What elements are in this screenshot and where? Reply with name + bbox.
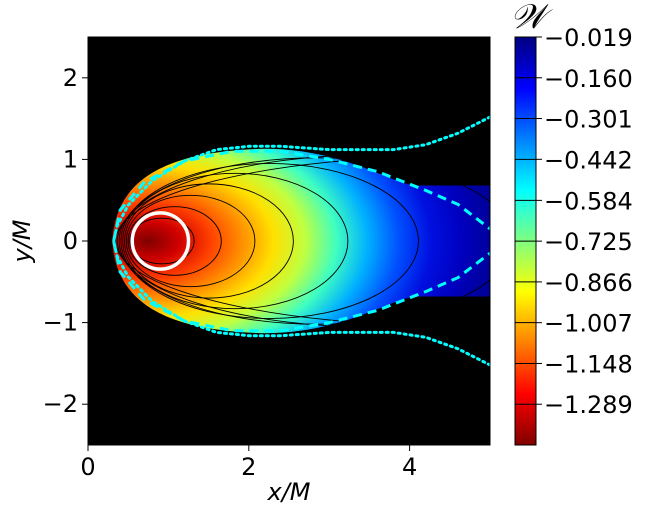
colorbar-tick-label: −0.866 <box>544 269 633 297</box>
contour-line <box>122 172 349 310</box>
colorbar-tick-label: −0.442 <box>544 146 633 174</box>
contour-line <box>115 155 490 327</box>
y-tick-label: 2 <box>63 64 78 92</box>
y-tick-label: 0 <box>63 227 78 255</box>
colorbar-ticks: −0.019 −0.160 −0.301 −0.442 −0.584 −0.725 −0.8… <box>515 24 633 419</box>
dashed-boundary-curve <box>112 240 490 333</box>
y-axis-label: y/M <box>8 219 36 263</box>
y-tick-label: −1 <box>43 309 78 337</box>
x-tick-label: 0 <box>80 453 95 481</box>
dotted-boundary-curve <box>112 115 490 243</box>
contour-line <box>124 183 294 299</box>
contour-line <box>125 194 256 288</box>
colorbar-tick-label: −1.007 <box>544 310 633 338</box>
contour-line <box>127 206 222 276</box>
colorbar-tick-label: −0.019 <box>544 24 633 52</box>
colorbar-tick-label: −0.725 <box>544 228 633 256</box>
contour-line <box>117 154 490 328</box>
y-tick-label: 1 <box>63 145 78 173</box>
horizon-circle <box>130 211 191 271</box>
colorbar-tick-label: −0.160 <box>544 65 633 93</box>
dashed-boundary-curve <box>112 149 490 242</box>
colorbar: −0.019 −0.160 −0.301 −0.442 −0.584 −0.725 −0.8… <box>510 0 633 446</box>
x-axis-label: x/M <box>267 478 311 506</box>
contour-line <box>120 163 419 319</box>
y-tick-label: −2 <box>43 390 78 418</box>
plot-area <box>112 115 490 367</box>
colorbar-tick-label: −1.148 <box>544 350 633 378</box>
field-region <box>112 148 490 334</box>
colorbar-tick-label: −0.301 <box>544 106 633 134</box>
contour-line <box>129 217 195 265</box>
y-axis: 2 1 0 −1 −2 <box>43 64 88 418</box>
x-tick-label: 4 <box>402 453 417 481</box>
colorbar-tick-label: −1.289 <box>544 391 633 419</box>
x-axis: 0 2 4 <box>80 445 417 481</box>
x-tick-label: 2 <box>241 453 256 481</box>
colorbar-tick-label: −0.584 <box>544 187 633 215</box>
dotted-boundary-curve <box>112 239 490 367</box>
